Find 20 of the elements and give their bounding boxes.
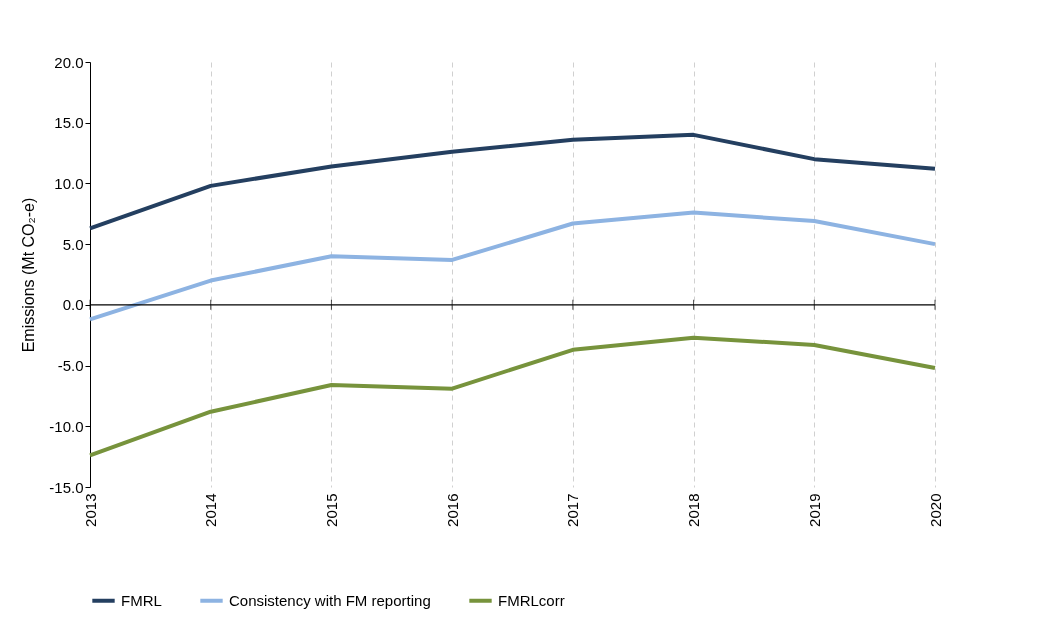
x-tick-label: 2015 (322, 493, 340, 527)
x-tick-label: 2020 (926, 493, 944, 527)
y-tick-label: 20.0 (54, 53, 84, 71)
y-tick-label: -5.0 (57, 357, 84, 375)
y-tick-label: 0.0 (62, 296, 84, 314)
x-tick-label: 2016 (443, 493, 461, 527)
x-tick-label: 2013 (81, 493, 99, 527)
legend-label: FMRLcorr (498, 591, 565, 609)
y-tick-label: 5.0 (62, 235, 84, 253)
y-tick-label: -15.0 (49, 478, 84, 496)
legend-label: FMRL (121, 591, 162, 609)
y-tick-label: 15.0 (54, 114, 84, 132)
legend-label: Consistency with FM reporting (229, 591, 431, 609)
y-tick-label: 10.0 (54, 174, 84, 192)
y-tick-label: -10.0 (49, 417, 84, 435)
x-tick-label: 2017 (564, 493, 582, 527)
x-tick-label: 2018 (685, 493, 703, 527)
y-axis-title: Emissions (Mt CO₂-e) (20, 197, 38, 353)
x-tick-label: 2019 (805, 493, 823, 527)
x-tick-label: 2014 (202, 493, 220, 527)
